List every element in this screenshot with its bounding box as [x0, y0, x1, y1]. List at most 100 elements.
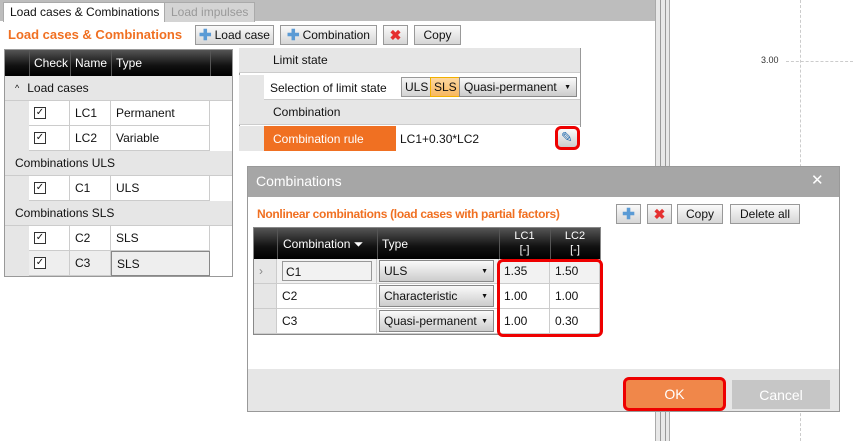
- plus-icon: ✚: [622, 206, 635, 223]
- delete-all-button[interactable]: Delete all: [730, 204, 800, 224]
- checkbox-lc1[interactable]: ✓: [29, 101, 70, 126]
- lc1-value[interactable]: 1.00: [499, 309, 550, 334]
- combination-name[interactable]: C3: [277, 309, 377, 334]
- panel-title: Load cases & Combinations: [8, 27, 183, 42]
- row-indicator-icon: ›: [254, 259, 277, 284]
- limit-state-row: Selection of limit state ULS SLS Quasi-p…: [239, 75, 580, 100]
- header-lc2[interactable]: LC2 [-]: [564, 230, 586, 256]
- plus-icon: ✚: [199, 27, 212, 44]
- check-icon: ✓: [34, 232, 46, 244]
- copy-button[interactable]: Copy: [414, 25, 461, 45]
- red-x-icon: ✖: [389, 26, 402, 43]
- ok-button[interactable]: OK: [623, 377, 726, 411]
- table-header: Combination ⏷ Type LC1 [-] LC2 [-]: [254, 228, 600, 259]
- header-name[interactable]: Name: [75, 56, 108, 70]
- group-combinations-sls[interactable]: Combinations SLS: [5, 201, 232, 226]
- group-label: Load cases: [27, 81, 89, 95]
- dialog-subtitle: Nonlinear combinations (load cases with …: [257, 207, 560, 221]
- dropdown-arrow-icon: ▼: [564, 83, 571, 91]
- sls-type-dropdown[interactable]: Quasi-permanent ▼: [459, 77, 577, 97]
- combination-rule-row: Combination rule LC1+0.30*LC2 ✎: [239, 126, 580, 151]
- cell-type[interactable]: SLS: [111, 251, 210, 276]
- copy-label: Copy: [423, 28, 452, 42]
- checkbox-lc2[interactable]: ✓: [29, 126, 70, 151]
- copy-combination-button[interactable]: Copy: [677, 204, 723, 224]
- collapse-icon[interactable]: ^: [15, 83, 20, 93]
- cell-name: C2: [70, 226, 111, 251]
- add-load-case-button[interactable]: ✚ Load case: [195, 25, 274, 45]
- dropdown-arrow-icon: ▼: [481, 292, 488, 300]
- lc2-value[interactable]: 1.00: [550, 284, 600, 309]
- close-icon[interactable]: ✕: [811, 172, 824, 189]
- dialog-footer: OK Cancel: [248, 369, 839, 411]
- group-combinations-uls[interactable]: Combinations ULS: [5, 151, 232, 176]
- load-cases-grid: [4, 49, 233, 277]
- combination-rule-value: LC1+0.30*LC2: [400, 132, 480, 146]
- check-icon: ✓: [34, 132, 46, 144]
- cell-type: Permanent: [111, 101, 210, 126]
- lc2-value[interactable]: 0.30: [550, 309, 600, 334]
- combination-rule-label: Combination rule: [264, 126, 396, 151]
- check-icon: ✓: [34, 182, 46, 194]
- cell-name: LC2: [70, 126, 111, 151]
- add-combination-button[interactable]: ✚ Combination: [280, 25, 377, 45]
- dropdown-arrow-icon: ▼: [481, 267, 488, 275]
- lc1-value[interactable]: 1.00: [499, 284, 550, 309]
- delete-combination-button[interactable]: ✖: [647, 204, 672, 224]
- type-dropdown[interactable]: Quasi-permanent ▼: [379, 310, 494, 332]
- axis-line: [786, 61, 853, 62]
- combinations-dialog: Combinations ✕ Nonlinear combinations (l…: [247, 166, 840, 412]
- check-icon: ✓: [34, 107, 46, 119]
- type-dropdown[interactable]: Characteristic ▼: [379, 285, 494, 307]
- cell-type: ULS: [111, 176, 210, 201]
- dialog-title: Combinations: [256, 173, 342, 189]
- cell-name: C3: [70, 251, 111, 276]
- header-lc1[interactable]: LC1 [-]: [514, 230, 535, 256]
- add-combination-button[interactable]: ✚: [616, 204, 641, 224]
- header-type[interactable]: Type: [382, 237, 409, 251]
- group-load-cases[interactable]: ^ Load cases: [5, 76, 232, 101]
- type-dropdown[interactable]: ULS ▼: [379, 260, 494, 282]
- selection-label: Selection of limit state: [270, 81, 387, 95]
- dialog-titlebar: Combinations ✕: [248, 167, 839, 197]
- dimension-label: 3.00: [761, 55, 779, 65]
- tab-strip: Load cases & Combinations Load impulses: [0, 0, 655, 22]
- cell-name: LC1: [70, 101, 111, 126]
- lc2-value[interactable]: 1.50: [550, 259, 600, 284]
- delete-all-label: Delete all: [739, 207, 791, 221]
- delete-button[interactable]: ✖: [383, 25, 408, 45]
- header-check[interactable]: Check: [34, 56, 69, 70]
- group-label: Combinations SLS: [15, 206, 115, 220]
- sls-toggle[interactable]: SLS: [430, 77, 461, 97]
- pencil-icon: ✎: [561, 129, 573, 145]
- lc1-value[interactable]: 1.35: [499, 259, 550, 284]
- uls-toggle[interactable]: ULS: [401, 77, 433, 97]
- combination-section[interactable]: Combination: [239, 100, 580, 125]
- dropdown-arrow-icon: ▼: [481, 317, 488, 325]
- filter-icon[interactable]: ⏷: [353, 237, 364, 251]
- header-combination[interactable]: Combination ⏷: [283, 237, 364, 251]
- checkbox-c1[interactable]: ✓: [29, 176, 70, 201]
- tab-load-cases-combinations[interactable]: Load cases & Combinations: [3, 2, 167, 22]
- add-load-case-label: Load case: [214, 28, 270, 42]
- header-type[interactable]: Type: [116, 56, 143, 70]
- checkbox-c3[interactable]: ✓: [29, 251, 70, 276]
- add-combination-label: Combination: [302, 28, 370, 42]
- cell-type: SLS: [111, 226, 210, 251]
- cell-name: C1: [70, 176, 111, 201]
- combination-name[interactable]: C2: [277, 284, 377, 309]
- cancel-button[interactable]: Cancel: [732, 380, 830, 409]
- copy-label: Copy: [685, 207, 714, 221]
- plus-icon: ✚: [287, 27, 300, 44]
- combination-name[interactable]: C1: [282, 261, 372, 281]
- highlight-box: [497, 259, 603, 337]
- grid-header: Check Name Type: [5, 50, 232, 76]
- tab-load-impulses[interactable]: Load impulses: [164, 2, 256, 22]
- checkbox-c2[interactable]: ✓: [29, 226, 70, 251]
- group-label: Combinations ULS: [15, 156, 116, 170]
- check-icon: ✓: [34, 257, 46, 269]
- edit-rule-button[interactable]: ✎: [555, 126, 580, 150]
- limit-state-section[interactable]: Limit state: [239, 48, 580, 73]
- red-x-icon: ✖: [653, 205, 666, 222]
- sls-type-value: Quasi-permanent: [464, 80, 557, 94]
